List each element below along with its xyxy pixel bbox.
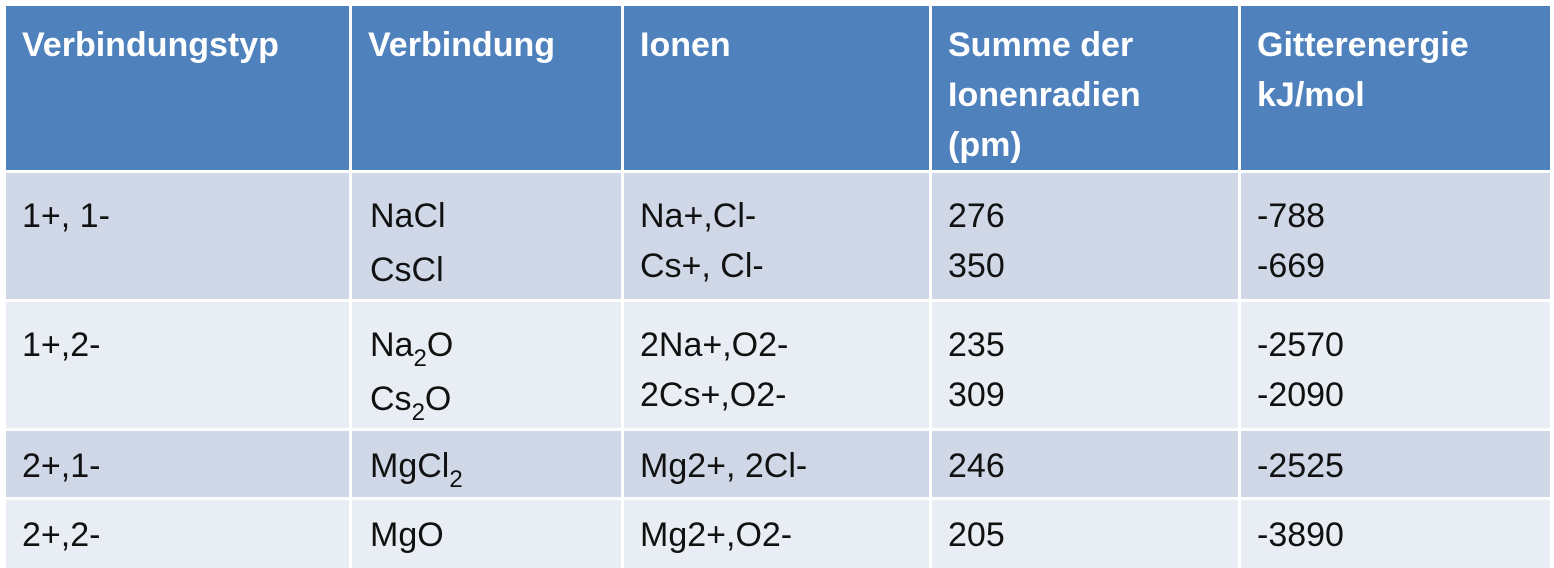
type-text: 1+,2- <box>22 326 101 364</box>
cell-energy: -788 -669 <box>1241 173 1550 302</box>
cell-compound: NaCl CsCl <box>352 173 624 302</box>
cell-type: 1+,2- <box>6 302 352 431</box>
energy-value: -669 <box>1257 247 1326 285</box>
cell-radii: 235 309 <box>932 302 1241 431</box>
cell-type: 2+,2- <box>6 500 352 568</box>
table-row: 2+,1- MgCl2 Mg2+, 2Cl- 246 -2525 <box>6 431 1550 500</box>
compound-formula: NaCl <box>370 197 446 235</box>
header-line: Verbindung <box>368 26 555 64</box>
header-line: Ionen <box>640 26 731 64</box>
ions-text: Mg2+,O2- <box>640 516 793 554</box>
radii-value: 350 <box>948 247 1005 285</box>
compound-formula: Cs2O <box>370 380 452 426</box>
cell-radii: 205 <box>932 500 1241 568</box>
energy-value: -2090 <box>1257 376 1344 414</box>
table-row: 2+,2- MgO Mg2+,O2- 205 -3890 <box>6 500 1550 568</box>
header-verbindung: Verbindung <box>352 6 624 173</box>
cell-radii: 276 350 <box>932 173 1241 302</box>
radii-value: 276 <box>948 197 1005 235</box>
type-text: 1+, 1- <box>22 197 110 235</box>
compound-formula: MgO <box>370 516 444 554</box>
header-line: kJ/mol <box>1257 76 1365 114</box>
cell-compound: MgCl2 <box>352 431 624 500</box>
cell-type: 2+,1- <box>6 431 352 500</box>
cell-ions: Mg2+, 2Cl- <box>624 431 932 500</box>
compound-formula: Na2O <box>370 326 454 372</box>
cell-ions: 2Na+,O2- 2Cs+,O2- <box>624 302 932 431</box>
type-text: 2+,2- <box>22 516 101 554</box>
energy-value: -788 <box>1257 197 1326 235</box>
header-gitterenergie: Gitterenergie kJ/mol <box>1241 6 1550 173</box>
energy-value: -3890 <box>1257 516 1344 554</box>
radii-value: 246 <box>948 447 1005 485</box>
cell-energy: -3890 <box>1241 500 1550 568</box>
energy-value: -2570 <box>1257 326 1344 364</box>
type-text: 2+,1- <box>22 447 101 485</box>
energy-value: -2525 <box>1257 447 1344 485</box>
cell-energy: -2570 -2090 <box>1241 302 1550 431</box>
header-ionen: Ionen <box>624 6 932 173</box>
radii-value: 235 <box>948 326 1005 364</box>
header-verbindungstyp: Verbindungstyp <box>6 6 352 173</box>
ions-text: Na+,Cl- <box>640 197 757 235</box>
header-line: Gitterenergie <box>1257 26 1469 64</box>
cell-type: 1+, 1- <box>6 173 352 302</box>
table-row: 1+,2- Na2O Cs2O 2Na+,O2- 2Cs+,O2- 235 30… <box>6 302 1550 431</box>
table-header-row: Verbindungstyp Verbindung Ionen Summe de… <box>6 6 1550 173</box>
compound-formula: MgCl2 <box>370 447 463 493</box>
cell-ions: Na+,Cl- Cs+, Cl- <box>624 173 932 302</box>
header-line: Verbindungstyp <box>22 26 279 64</box>
compound-formula: CsCl <box>370 251 444 289</box>
cell-compound: MgO <box>352 500 624 568</box>
table-row: 1+, 1- NaCl CsCl Na+,Cl- Cs+, Cl- 276 35… <box>6 173 1550 302</box>
header-line: Summe der <box>948 26 1134 64</box>
cell-ions: Mg2+,O2- <box>624 500 932 568</box>
cell-energy: -2525 <box>1241 431 1550 500</box>
ions-text: Cs+, Cl- <box>640 247 764 285</box>
header-line: (pm) <box>948 126 1022 164</box>
header-line: Ionenradien <box>948 76 1141 114</box>
radii-value: 309 <box>948 376 1005 414</box>
ions-text: 2Na+,O2- <box>640 326 789 364</box>
cell-radii: 246 <box>932 431 1241 500</box>
lattice-energy-table: Verbindungstyp Verbindung Ionen Summe de… <box>6 6 1550 568</box>
ions-text: 2Cs+,O2- <box>640 376 787 414</box>
header-ionenradien: Summe der Ionenradien (pm) <box>932 6 1241 173</box>
radii-value: 205 <box>948 516 1005 554</box>
ions-text: Mg2+, 2Cl- <box>640 447 808 485</box>
cell-compound: Na2O Cs2O <box>352 302 624 431</box>
